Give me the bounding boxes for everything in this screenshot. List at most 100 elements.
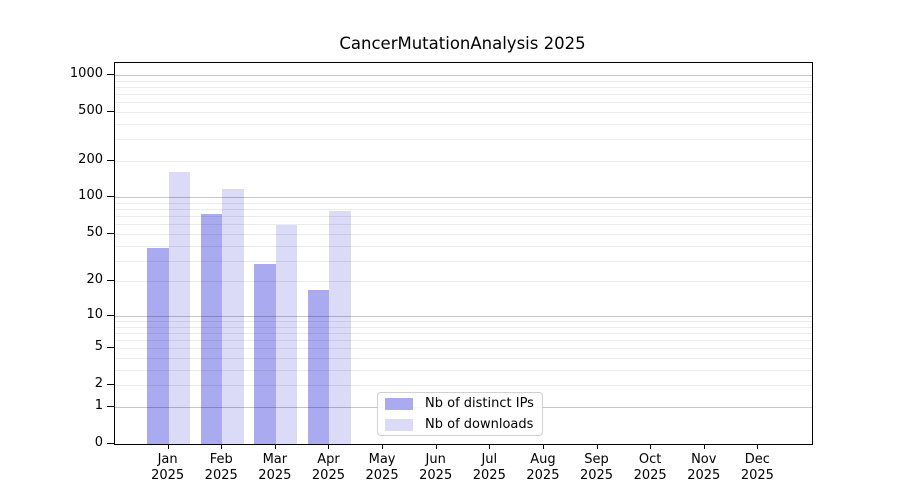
gridline-minor (115, 209, 812, 211)
bar-mar-downloads (275, 225, 298, 444)
legend-swatch-distinct-ips (385, 397, 413, 410)
gridline-minor (115, 86, 812, 88)
gridline-minor (115, 203, 812, 205)
x-tick-mark (596, 444, 598, 449)
gridline-major (115, 74, 812, 76)
gridline-minor (115, 245, 812, 247)
y-tick-label: 1 (94, 397, 103, 413)
y-tick-label: 20 (86, 272, 103, 288)
x-tick-year: 2025 (311, 467, 345, 483)
x-tick-label-apr: Apr 2025 (296, 452, 360, 483)
bar-apr-distinct-ips (307, 289, 330, 444)
y-tick-label: 50 (86, 224, 103, 240)
x-tick-label-jun: Jun 2025 (404, 452, 468, 483)
x-tick-mark (274, 444, 276, 449)
gridline-major (115, 197, 812, 199)
x-tick-label-nov: Nov 2025 (672, 452, 736, 483)
x-tick-mark (167, 444, 169, 449)
y-tick-mark (107, 196, 114, 198)
y-tick-label: 1000 (69, 65, 103, 81)
x-tick-year: 2025 (740, 467, 774, 483)
x-tick-year: 2025 (204, 467, 238, 483)
gridline-minor (115, 348, 812, 350)
x-tick-mark (382, 444, 384, 449)
chart-title: CancerMutationAnalysis 2025 (339, 34, 586, 53)
y-tick-label: 200 (78, 151, 103, 167)
gridline-minor (115, 123, 812, 125)
x-tick-mark (221, 444, 223, 449)
y-tick-mark (107, 384, 114, 386)
x-tick-year: 2025 (258, 467, 292, 483)
x-tick-month: Jan (157, 452, 178, 467)
gridline-minor (115, 111, 812, 113)
bar-jan-distinct-ips (147, 248, 169, 444)
x-tick-month: Dec (744, 452, 770, 467)
x-tick-month: Jun (425, 452, 446, 467)
x-tick-month: Nov (691, 452, 717, 467)
y-tick-label: 5 (94, 339, 103, 355)
y-tick-mark (107, 347, 114, 349)
y-tick-mark (107, 73, 114, 75)
x-tick-mark (328, 444, 330, 449)
x-tick-year: 2025 (687, 467, 721, 483)
x-tick-mark (542, 444, 544, 449)
gridline-minor (115, 160, 812, 162)
gridline-minor (115, 321, 812, 322)
y-tick-label: 10 (86, 306, 103, 322)
x-tick-month: Mar (262, 452, 288, 467)
x-tick-label-feb: Feb 2025 (189, 452, 253, 483)
x-tick-mark (650, 444, 652, 449)
x-tick-label-may: May 2025 (350, 452, 414, 483)
legend-label-distinct-ips: Nb of distinct IPs (425, 396, 534, 411)
x-tick-month: Apr (317, 452, 340, 467)
x-tick-label-oct: Oct 2025 (618, 452, 682, 483)
x-tick-month: Feb (209, 452, 233, 467)
legend-swatch-downloads (385, 418, 413, 431)
legend-label-downloads: Nb of downloads (425, 417, 534, 432)
x-tick-label-mar: Mar 2025 (243, 452, 307, 483)
x-tick-mark (703, 444, 705, 449)
y-tick-label: 500 (78, 102, 103, 118)
x-tick-mark (489, 444, 491, 449)
x-tick-month: Sep (584, 452, 609, 467)
gridline-minor (115, 80, 812, 82)
x-tick-month: May (368, 452, 396, 467)
y-tick-label: 100 (78, 188, 103, 204)
bar-jan-downloads (168, 171, 191, 444)
gridline-minor (115, 385, 812, 387)
bar-feb-downloads (222, 188, 244, 444)
gridline-minor (115, 326, 812, 328)
y-tick-mark (107, 443, 114, 444)
y-tick-mark (107, 405, 114, 407)
x-tick-year: 2025 (419, 467, 453, 483)
x-tick-label-sep: Sep 2025 (565, 452, 629, 483)
bar-feb-distinct-ips (200, 214, 223, 444)
x-tick-label-jul: Jul 2025 (457, 452, 521, 483)
x-tick-month: Jul (481, 452, 498, 467)
gridline-major (115, 315, 812, 317)
x-tick-month: Aug (530, 452, 556, 467)
gridline-minor (115, 102, 812, 104)
gridline-minor (115, 369, 812, 371)
y-tick-mark (107, 280, 114, 282)
x-tick-label-aug: Aug 2025 (511, 452, 575, 483)
gridline-minor (115, 216, 812, 218)
y-tick-label: 0 (94, 435, 103, 450)
x-tick-month: Oct (638, 452, 662, 467)
x-tick-year: 2025 (472, 467, 506, 483)
x-tick-year: 2025 (579, 467, 614, 483)
bar-apr-downloads (329, 211, 351, 444)
gridline-minor (115, 260, 812, 262)
gridline-minor (115, 139, 812, 141)
plot-area (114, 62, 813, 445)
x-tick-label-dec: Dec 2025 (725, 452, 789, 483)
gridline-minor (115, 233, 812, 235)
y-tick-mark (107, 159, 114, 161)
x-tick-year: 2025 (526, 467, 560, 483)
x-tick-year: 2025 (365, 467, 399, 483)
y-tick-mark (107, 232, 114, 234)
legend: Nb of distinct IPs Nb of downloads (377, 392, 543, 436)
y-tick-label: 2 (94, 376, 103, 392)
gridline-minor (115, 281, 812, 283)
